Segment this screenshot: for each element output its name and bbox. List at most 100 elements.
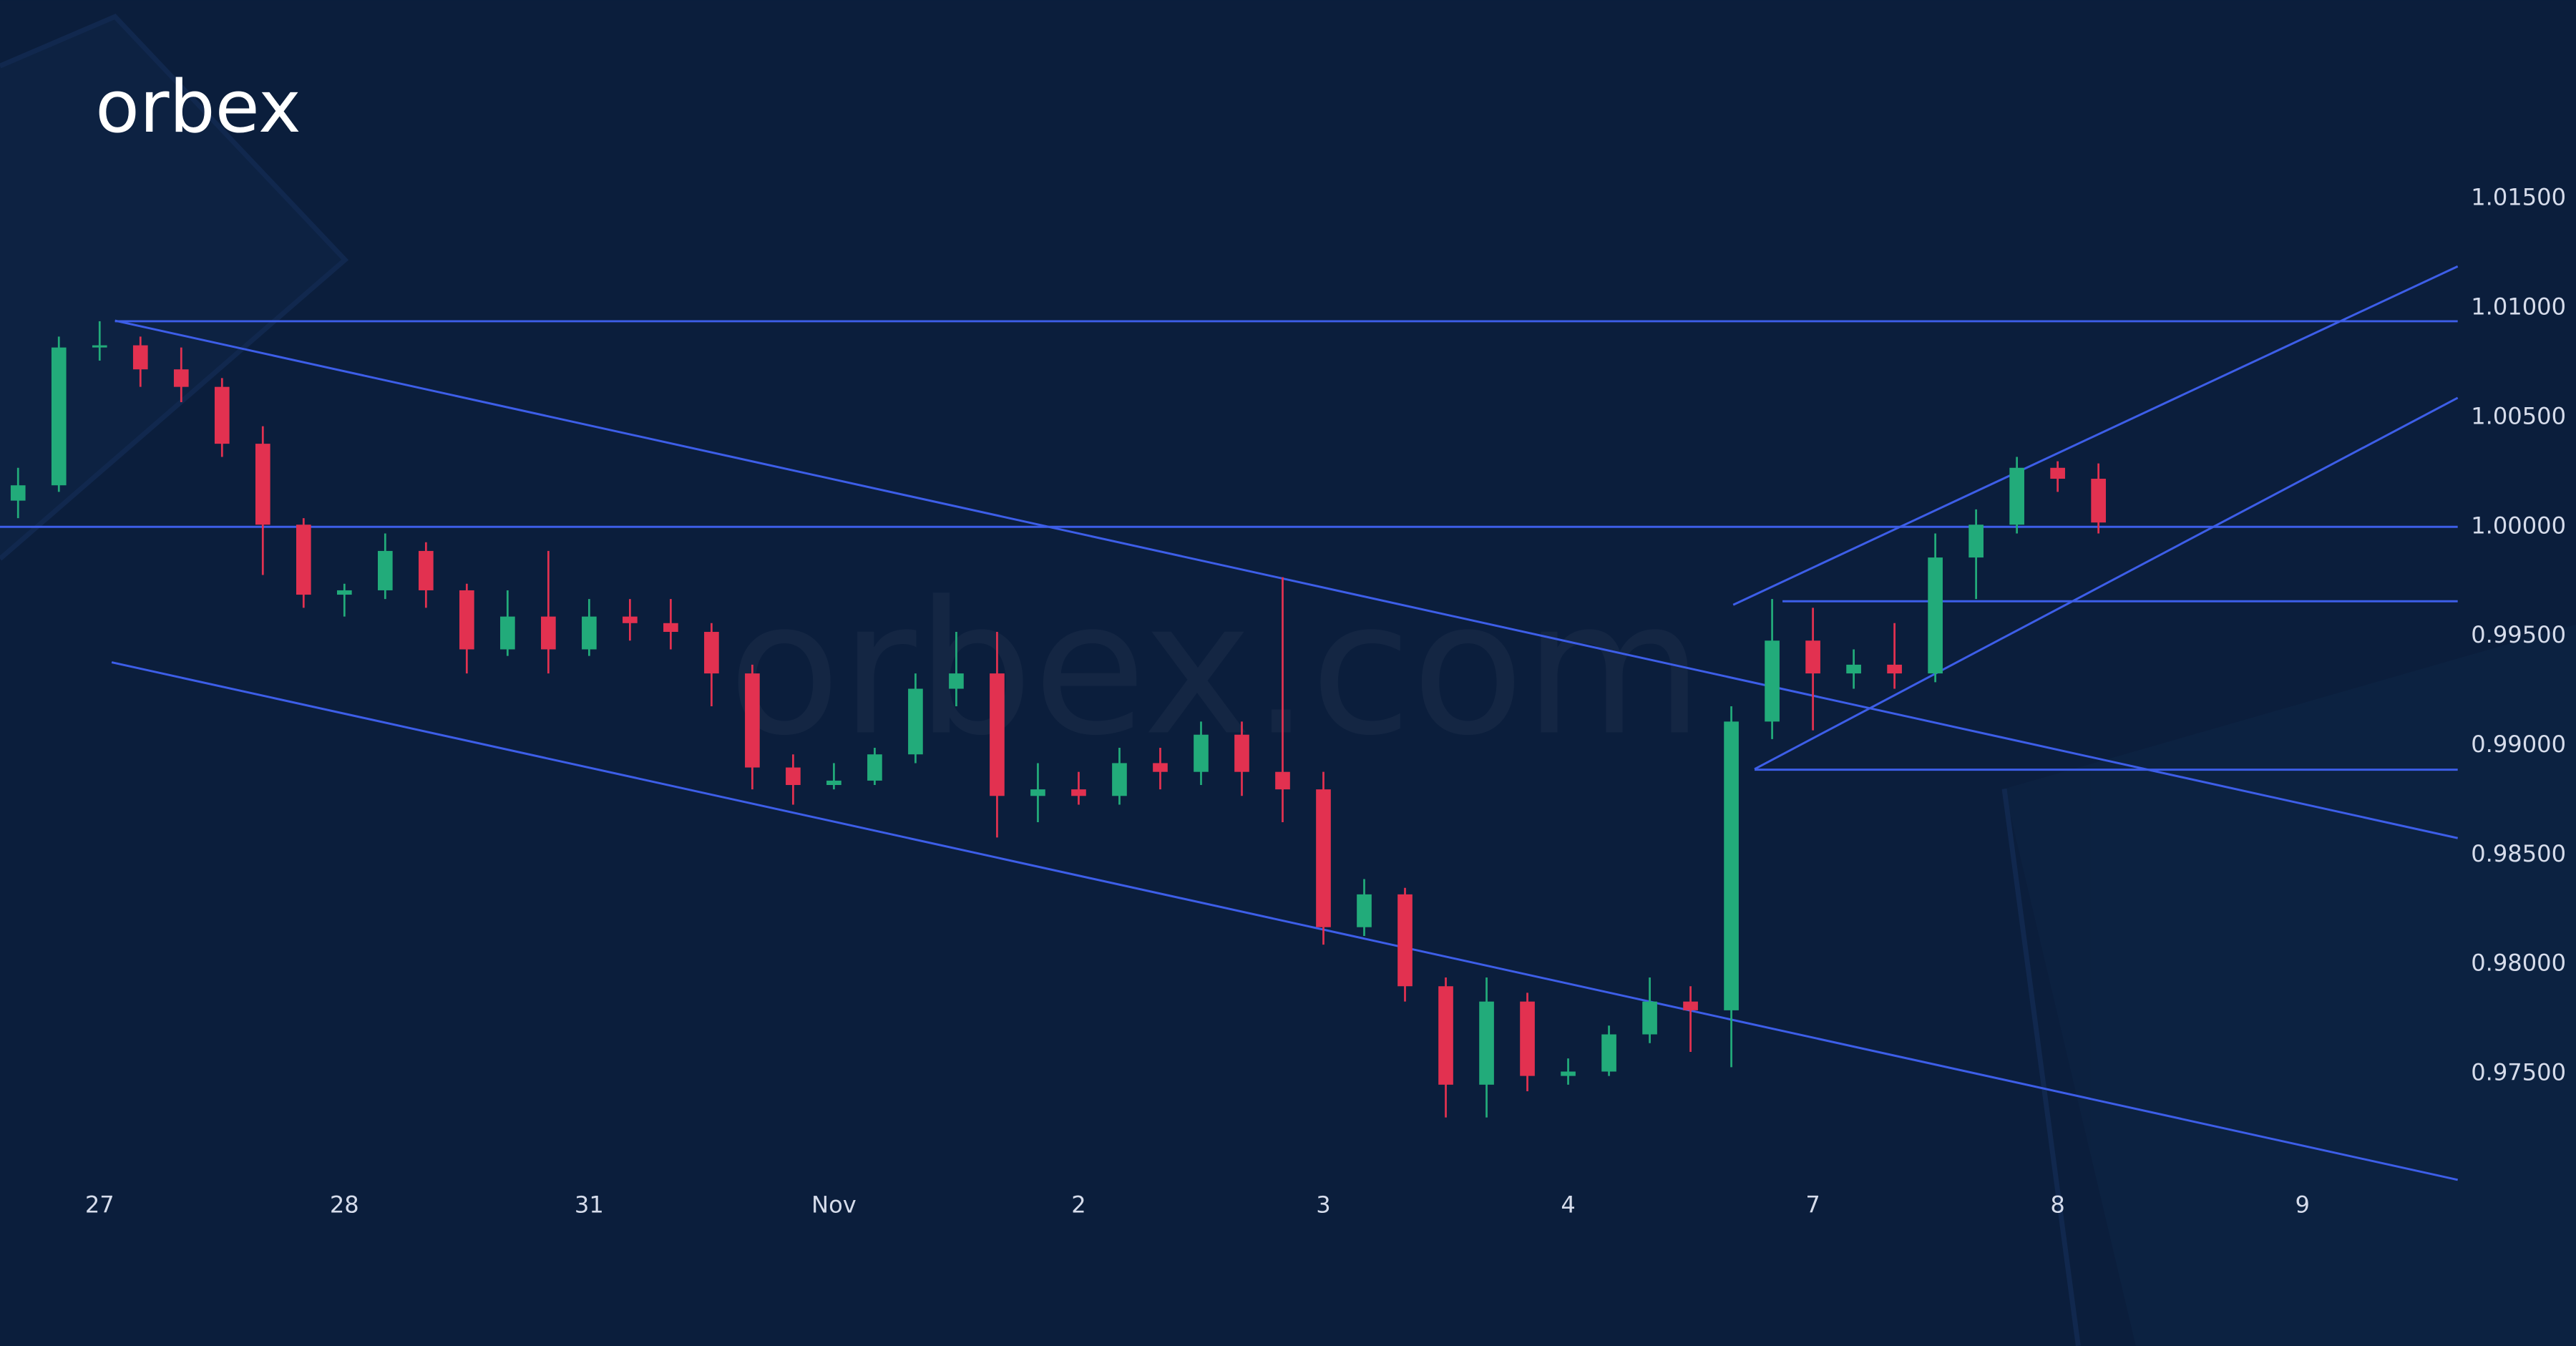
candle-body — [1805, 640, 1820, 674]
candle-body — [1316, 789, 1331, 927]
candle-body — [867, 754, 882, 781]
candle — [1724, 706, 1739, 1068]
x-tick-label: 27 — [85, 1191, 114, 1219]
candle — [1479, 977, 1494, 1118]
candle-body — [500, 616, 515, 650]
candle — [1887, 623, 1902, 689]
candle — [1030, 763, 1045, 822]
logo: orbex — [95, 64, 301, 149]
candle — [1765, 599, 1780, 739]
candle-body — [419, 550, 434, 590]
candle-body — [214, 386, 230, 444]
candle-body — [990, 673, 1005, 796]
x-tick-label: 31 — [575, 1191, 604, 1219]
x-tick-label: Nov — [811, 1191, 857, 1219]
trendlines — [111, 265, 2459, 1181]
candle — [1112, 748, 1127, 805]
trendline — [1732, 265, 2459, 606]
y-tick-label: 0.98000 — [2471, 950, 2566, 977]
candle-body — [173, 369, 189, 387]
x-tick-label: 28 — [330, 1191, 359, 1219]
candle-body — [786, 767, 801, 786]
candle-body — [336, 590, 352, 595]
y-tick-label: 1.00500 — [2471, 402, 2566, 429]
candle-body — [1071, 789, 1086, 796]
candle — [459, 583, 474, 674]
candle — [255, 426, 270, 575]
x-tick-label: 7 — [1805, 1191, 1820, 1219]
candle-body — [1601, 1034, 1616, 1072]
candle-body — [1846, 664, 1861, 674]
candle — [1968, 509, 1984, 600]
candle-body — [1520, 1001, 1535, 1076]
candle — [173, 347, 189, 403]
y-tick-label: 0.99000 — [2471, 731, 2566, 758]
candle-body — [623, 616, 638, 623]
candle-body — [92, 345, 107, 348]
candle-body — [541, 616, 556, 650]
candle — [1846, 649, 1861, 689]
trendline — [1754, 396, 2459, 771]
candle-body — [1112, 763, 1127, 796]
candle-body — [51, 347, 67, 486]
candle — [867, 748, 882, 786]
candle-body — [1724, 721, 1739, 1010]
candle-body — [10, 485, 26, 501]
candle-body — [745, 673, 760, 768]
candle — [582, 599, 597, 656]
candle — [1928, 533, 1943, 683]
candle — [214, 378, 230, 457]
candle — [1357, 879, 1372, 936]
candle — [663, 599, 678, 650]
candle — [1561, 1058, 1576, 1085]
candle-body — [459, 590, 474, 650]
candle — [541, 550, 556, 674]
candle — [1601, 1025, 1616, 1076]
candle — [1438, 977, 1453, 1118]
candle-body — [1030, 789, 1045, 796]
candle — [2050, 461, 2065, 492]
candle-body — [663, 623, 678, 633]
candle-body — [1357, 894, 1372, 927]
candle-body — [1397, 894, 1413, 987]
candle — [745, 664, 760, 790]
candle — [10, 467, 26, 519]
x-tick-label: 4 — [1561, 1191, 1575, 1219]
candle — [2091, 463, 2106, 534]
candle-body — [1438, 986, 1453, 1085]
candle — [296, 518, 311, 608]
trendline — [114, 319, 2459, 839]
candle-body — [255, 444, 270, 525]
candle — [623, 599, 638, 641]
candle — [2009, 457, 2024, 534]
candle-body — [704, 632, 719, 674]
candle-body — [132, 345, 148, 370]
y-tick-label: 1.01500 — [2471, 184, 2566, 211]
decor — [0, 14, 2576, 1346]
candle-body — [2091, 479, 2106, 523]
candle — [500, 590, 515, 656]
watermark: orbex.com — [728, 561, 1703, 776]
candle — [92, 321, 107, 361]
candle — [990, 632, 1005, 838]
x-tick-label: 2 — [1071, 1191, 1085, 1219]
candle — [419, 542, 434, 608]
candle — [1642, 977, 1657, 1043]
candle-body — [1765, 640, 1780, 722]
x-tick-label: 9 — [2295, 1191, 2309, 1219]
candle — [949, 632, 964, 706]
candle-body — [1968, 525, 1984, 558]
candle — [51, 336, 67, 492]
candle-body — [1561, 1071, 1576, 1076]
candle — [826, 763, 841, 790]
y-tick-label: 1.00000 — [2471, 512, 2566, 539]
candle — [1071, 771, 1086, 805]
x-tick-label: 8 — [2050, 1191, 2064, 1219]
candle-body — [1887, 664, 1902, 674]
candle-body — [1194, 734, 1209, 772]
candle — [377, 533, 393, 600]
trendline — [111, 661, 2459, 1181]
candle-body — [1642, 1001, 1657, 1035]
candle — [908, 673, 923, 764]
